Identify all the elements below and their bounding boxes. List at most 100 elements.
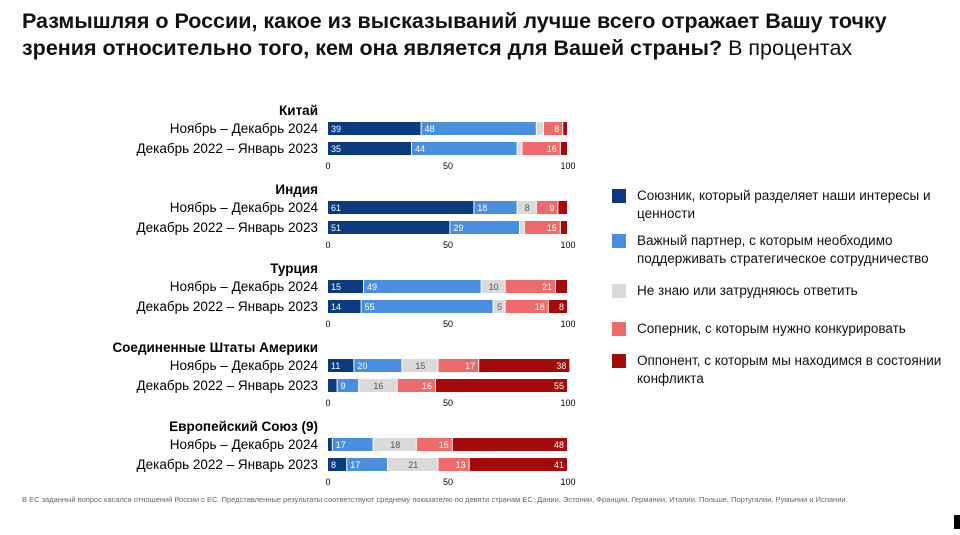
data-label: 5 [497, 302, 502, 312]
legend-item: Важный партнер, с которым необходимо под… [612, 232, 957, 268]
data-label: 49 [367, 282, 377, 292]
data-label: 15 [439, 440, 449, 450]
data-label: 41 [554, 460, 564, 470]
bar-segment [548, 300, 567, 313]
bar-segment [563, 122, 567, 135]
data-label: 21 [408, 460, 418, 470]
legend-label: Оппонент, с которым мы находимся в состо… [637, 353, 942, 386]
group-label: Индия [275, 182, 318, 197]
row-label: Декабрь 2022 – Январь 2023 [137, 299, 319, 314]
bar-segment [544, 122, 563, 135]
data-label: 55 [365, 302, 375, 312]
data-label: 13 [456, 460, 466, 470]
data-label: 17 [465, 361, 475, 371]
row-label: Ноябрь – Декабрь 2024 [170, 121, 319, 136]
legend-label: Соперник, с которым нужно конкурировать [637, 321, 906, 336]
bar-segment [328, 142, 411, 155]
bar-segment [412, 142, 517, 155]
bar-segment [469, 458, 567, 471]
row-label: Декабрь 2022 – Январь 2023 [137, 220, 319, 235]
bar-segment [337, 379, 359, 392]
x-tick-label: 100 [560, 161, 575, 171]
bar-segment [364, 280, 481, 293]
data-label: 18 [390, 440, 400, 450]
bar-segment [558, 201, 567, 214]
row-label: Ноябрь – Декабрь 2024 [170, 279, 319, 294]
group-label: Китай [279, 103, 318, 118]
bar-segment [328, 300, 361, 313]
bar-segment [481, 280, 505, 293]
group-label: Турция [270, 261, 318, 276]
bar-segment [536, 122, 543, 135]
legend-item: Не знаю или затрудняюсь ответить [612, 282, 957, 300]
bar-segment [560, 221, 567, 234]
bar-segment [328, 379, 337, 392]
x-tick-label: 100 [560, 477, 575, 487]
bar-segment [373, 438, 416, 451]
data-label: 35 [331, 144, 341, 154]
x-tick-label: 0 [325, 319, 330, 329]
bar-segment [332, 438, 373, 451]
legend-swatch [612, 284, 626, 298]
legend-label: Важный партнер, с которым необходимо под… [637, 233, 929, 266]
legend-label: Не знаю или затрудняюсь ответить [637, 283, 858, 298]
data-label: 55 [554, 381, 564, 391]
bar-segment [520, 221, 524, 234]
bar-segment [438, 458, 469, 471]
bar-segment [517, 201, 536, 214]
legend-swatch [612, 234, 626, 248]
bar-segment [421, 122, 536, 135]
x-tick-label: 0 [325, 477, 330, 487]
data-label: 15 [415, 361, 425, 371]
row-label: Ноябрь – Декабрь 2024 [170, 200, 319, 215]
group-label: Европейский Союз (9) [169, 419, 318, 434]
data-label: 18 [477, 203, 487, 213]
data-label: 48 [554, 440, 564, 450]
bar-segment [328, 280, 363, 293]
bar-segment [536, 201, 558, 214]
data-label: 16 [422, 381, 432, 391]
subtitle: В процентах [728, 36, 853, 60]
x-tick-label: 100 [560, 240, 575, 250]
data-label: 20 [357, 361, 367, 371]
bar-segment [328, 201, 474, 214]
corner-mark [954, 515, 960, 529]
bar-segment [328, 359, 354, 372]
x-tick-label: 50 [443, 398, 453, 408]
data-label: 8 [525, 203, 530, 213]
data-label: 14 [331, 302, 341, 312]
x-tick-label: 0 [325, 240, 330, 250]
row-label: Ноябрь – Декабрь 2024 [170, 437, 319, 452]
data-label: 16 [373, 381, 383, 391]
data-label: 9 [549, 203, 554, 213]
bar-segment [479, 359, 570, 372]
data-label: 38 [556, 361, 566, 371]
x-tick-label: 100 [560, 398, 575, 408]
legend-swatch [612, 189, 626, 203]
bar-segment [416, 438, 452, 451]
row-label: Декабрь 2022 – Январь 2023 [137, 457, 319, 472]
bar-segment [402, 359, 438, 372]
legend-item: Соперник, с которым нужно конкурировать [612, 320, 957, 338]
data-label: 8 [331, 460, 336, 470]
bar-segment [452, 438, 567, 451]
group-label: Соединенные Штаты Америки [112, 340, 318, 355]
x-tick-label: 50 [443, 161, 453, 171]
bar-segment [328, 221, 450, 234]
data-label: 17 [336, 440, 346, 450]
bar-segment [359, 379, 397, 392]
data-label: 29 [453, 223, 463, 233]
legend-item: Оппонент, с которым мы находимся в состо… [612, 352, 957, 388]
bar-segment [436, 379, 567, 392]
x-tick-label: 0 [325, 161, 330, 171]
data-label: 21 [542, 282, 552, 292]
bar-segment [505, 300, 548, 313]
bar-segment [524, 221, 560, 234]
footnote: В ЕС заданный вопрос касался отношений Р… [22, 495, 848, 504]
bar-segment [328, 438, 332, 451]
data-label: 51 [331, 223, 341, 233]
x-tick-label: 0 [325, 398, 330, 408]
row-label: Декабрь 2022 – Январь 2023 [137, 141, 319, 156]
data-label: 9 [341, 381, 346, 391]
x-tick-label: 100 [560, 319, 575, 329]
